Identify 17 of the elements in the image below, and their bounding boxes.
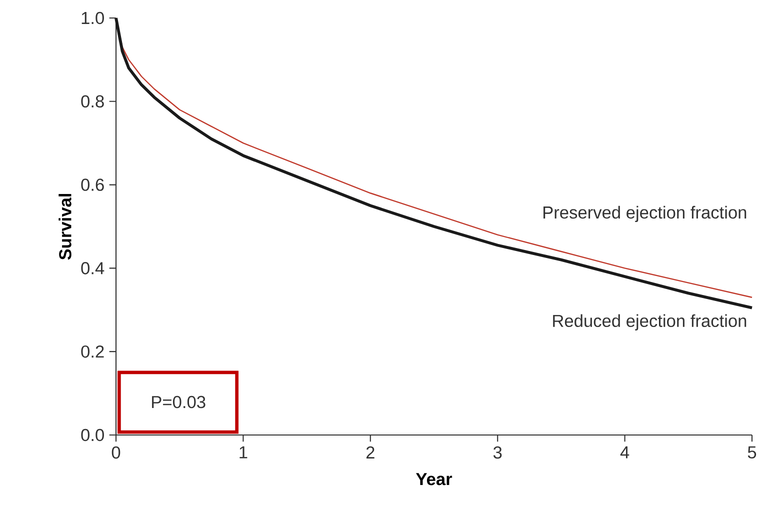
x-tick-label: 1 [240, 446, 248, 458]
x-tick-label: 0 [112, 446, 120, 459]
x-tick-label: 3 [493, 446, 502, 459]
annotation: P=0.03 [152, 396, 206, 408]
y-tick-label: 0.6 [81, 178, 104, 191]
x-tick-label: 4 [620, 446, 630, 458]
x-tick-label: 2 [366, 446, 374, 458]
y-axis-title: Survival [58, 194, 72, 260]
x-tick-label: 5 [748, 446, 756, 458]
y-tick-label: 0.8 [81, 95, 104, 108]
y-tick-label: 1.0 [82, 12, 104, 24]
x-axis-title: Year [416, 473, 452, 486]
y-tick-label: 0.4 [81, 262, 104, 274]
y-tick-label: 0.0 [81, 428, 104, 442]
y-tick-label: 0.2 [81, 345, 104, 358]
series-label: Preserved ejection fraction [543, 206, 746, 222]
series-label: Reduced ejection fraction [553, 314, 746, 330]
